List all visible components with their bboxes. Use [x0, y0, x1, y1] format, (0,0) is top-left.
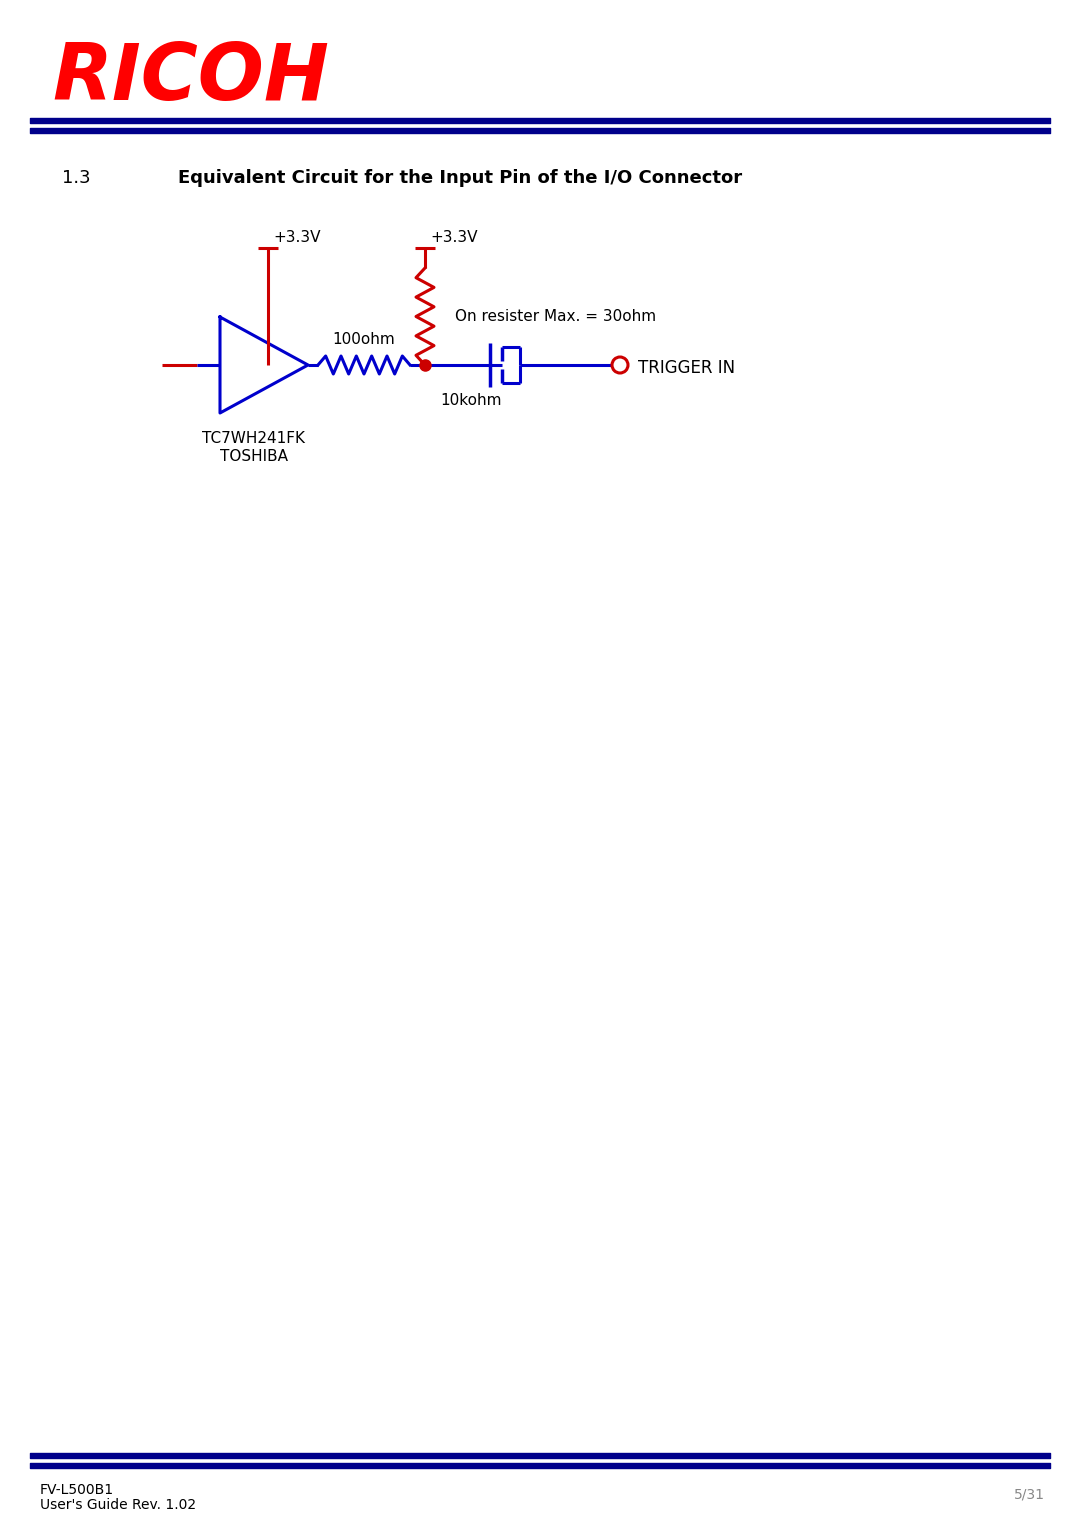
Text: 100ohm: 100ohm: [333, 331, 395, 347]
Text: RICOH: RICOH: [52, 40, 329, 116]
Text: 10kohm: 10kohm: [440, 392, 501, 408]
Text: TRIGGER IN: TRIGGER IN: [638, 359, 735, 377]
Text: +3.3V: +3.3V: [273, 231, 321, 244]
Text: TC7WH241FK: TC7WH241FK: [203, 431, 306, 446]
Text: 1.3: 1.3: [62, 169, 91, 186]
Text: TOSHIBA: TOSHIBA: [220, 449, 288, 464]
Text: FV-L500B1: FV-L500B1: [40, 1483, 114, 1496]
Text: +3.3V: +3.3V: [430, 231, 477, 244]
Text: 5/31: 5/31: [1014, 1487, 1045, 1503]
Text: On resister Max. = 30ohm: On resister Max. = 30ohm: [455, 308, 657, 324]
Text: Equivalent Circuit for the Input Pin of the I/O Connector: Equivalent Circuit for the Input Pin of …: [178, 169, 742, 186]
Text: User's Guide Rev. 1.02: User's Guide Rev. 1.02: [40, 1498, 197, 1512]
